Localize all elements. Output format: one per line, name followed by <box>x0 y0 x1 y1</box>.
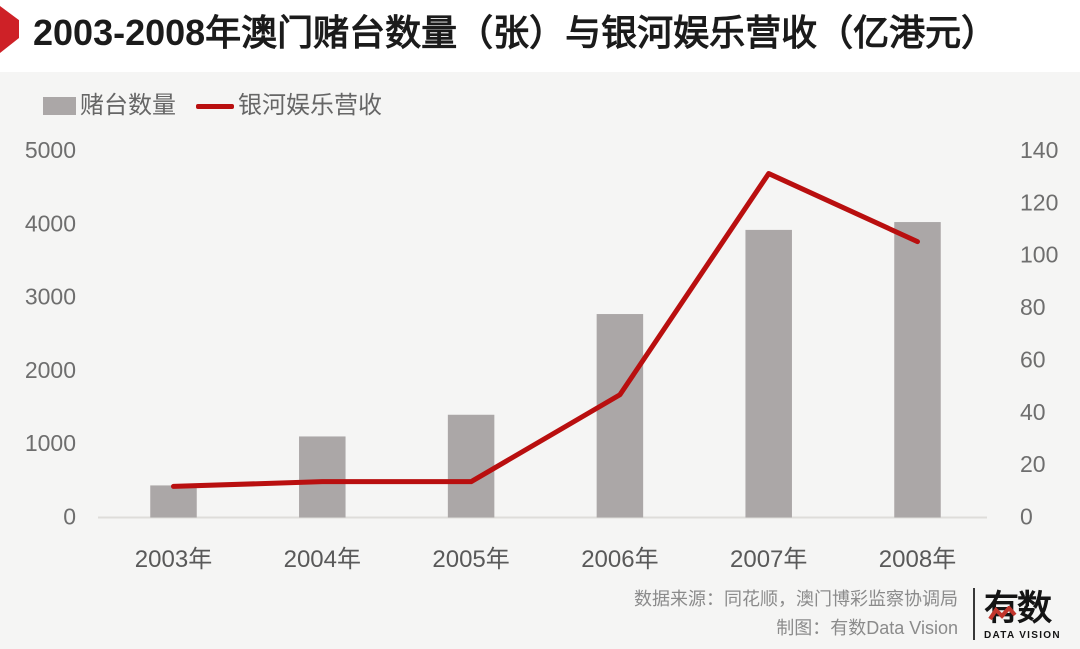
x-axis-label: 2008年 <box>879 546 956 573</box>
left-axis-tick: 1000 <box>25 430 76 456</box>
youshu-logo: 有数 DATA VISION <box>984 588 1074 641</box>
left-axis-tick: 5000 <box>25 137 76 163</box>
line-swatch-icon <box>196 103 234 109</box>
red-ribbon-icon <box>0 6 19 53</box>
legend-item-tables: 赌台数量 <box>43 92 176 119</box>
left-axis-tick: 4000 <box>25 210 76 236</box>
right-axis-tick: 100 <box>1020 242 1058 268</box>
logo-zigzag-icon <box>988 606 1017 621</box>
legend-label-revenue: 银河娱乐营收 <box>238 92 382 119</box>
right-axis-tick: 140 <box>1020 137 1058 163</box>
bar-2005年 <box>447 414 495 518</box>
left-axis-tick: 3000 <box>25 284 76 310</box>
x-axis-label: 2007年 <box>730 546 807 573</box>
x-axis-label: 2004年 <box>284 546 361 573</box>
right-axis-tick: 0 <box>1020 504 1033 530</box>
logo-subtext: DATA VISION <box>984 630 1061 641</box>
legend-item-revenue: 银河娱乐营收 <box>196 92 382 119</box>
footer-divider <box>973 588 975 640</box>
data-source-note: 数据来源：同花顺，澳门博彩监察协调局 制图：有数Data Vision <box>634 585 958 643</box>
bar-swatch-icon <box>43 97 76 115</box>
title-bar: 2003-2008年澳门赌台数量（张）与银河娱乐营收（亿港元） <box>0 0 1080 72</box>
bar-2006年 <box>596 314 644 518</box>
x-axis-label: 2003年 <box>135 546 212 573</box>
left-axis-tick: 0 <box>63 504 76 530</box>
chart-legend: 赌台数量 银河娱乐营收 <box>43 92 382 119</box>
bar-2004年 <box>299 436 346 518</box>
revenue-line <box>171 171 920 489</box>
right-axis-tick: 120 <box>1020 189 1058 215</box>
page-title: 2003-2008年澳门赌台数量（张）与银河娱乐营收（亿港元） <box>33 12 998 53</box>
credit-line: 制图：有数Data Vision <box>776 618 958 638</box>
right-axis-tick: 80 <box>1020 294 1046 320</box>
x-axis-label: 2005年 <box>432 546 509 573</box>
right-axis-tick: 40 <box>1020 399 1046 425</box>
legend-label-tables: 赌台数量 <box>80 92 176 119</box>
right-axis-tick: 60 <box>1020 346 1046 372</box>
bar-2008年 <box>894 222 941 518</box>
source-line: 数据来源：同花顺，澳门博彩监察协调局 <box>634 589 958 609</box>
left-axis-tick: 2000 <box>25 357 76 383</box>
bar-2003年 <box>150 485 197 518</box>
right-axis-tick: 20 <box>1020 451 1046 477</box>
x-axis-label: 2006年 <box>581 546 658 573</box>
bar-2007年 <box>745 229 792 518</box>
